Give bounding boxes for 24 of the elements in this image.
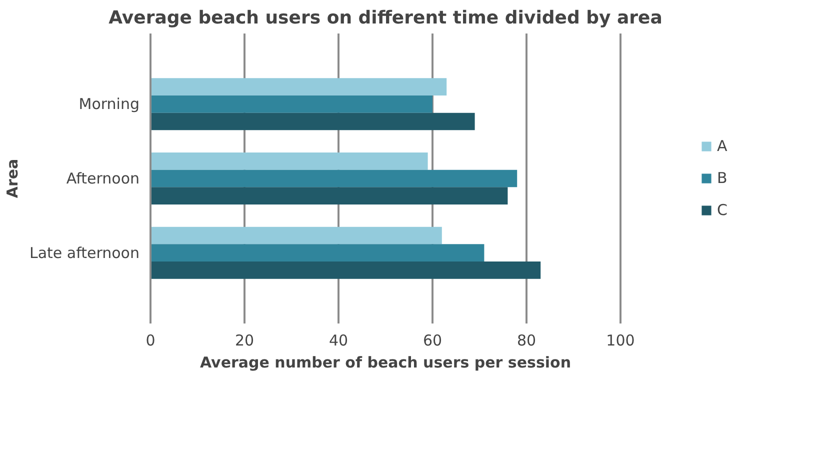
bar [150, 78, 447, 96]
legend-label: B [717, 169, 728, 187]
x-tick-label: 0 [146, 332, 156, 350]
x-axis-title: Average number of beach users per session [200, 354, 572, 372]
x-tick-label: 100 [606, 332, 635, 350]
y-axis-title: Area [3, 158, 22, 198]
legend-label: C [717, 201, 728, 219]
bar [150, 244, 484, 262]
x-tick-label: 60 [422, 332, 442, 350]
y-tick-label: Morning [78, 95, 140, 114]
bar [150, 112, 475, 130]
bar [150, 187, 508, 205]
bar [150, 226, 442, 244]
bar [150, 262, 541, 279]
x-tick-label: 40 [328, 332, 348, 350]
bar [150, 152, 428, 170]
y-tick-label: Afternoon [66, 170, 140, 188]
bar [150, 170, 518, 188]
legend-label: A [717, 137, 728, 155]
bar [150, 95, 432, 113]
x-tick-label: 80 [516, 332, 536, 350]
y-tick-label: Late afternoon [29, 244, 140, 262]
x-tick-label: 20 [234, 332, 254, 350]
chart-title: Average beach users on different time divided by area [108, 8, 662, 28]
